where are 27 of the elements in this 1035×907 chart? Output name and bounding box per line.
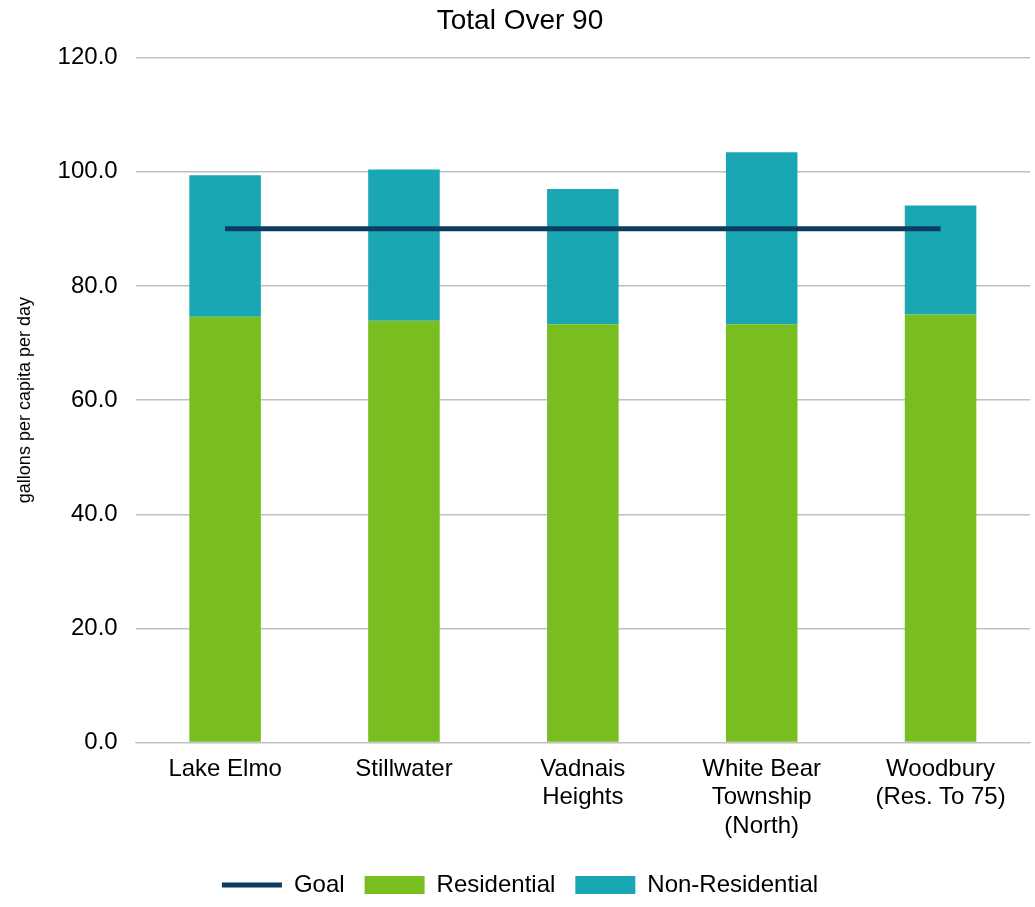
y-tick-label: 60.0	[70, 384, 118, 412]
x-tick-label: White Bear Township (North)	[702, 753, 822, 839]
bar	[904, 314, 977, 742]
legend-label: Goal	[293, 869, 345, 897]
y-tick-label: 100.0	[57, 156, 118, 184]
y-tick-label: 0.0	[84, 727, 118, 755]
legend-label: Non-Residential	[647, 869, 819, 897]
bar	[725, 324, 798, 742]
bar	[189, 175, 261, 317]
bar	[368, 320, 440, 742]
x-tick-label: Lake Elmo	[168, 753, 282, 781]
y-tick-label: 120.0	[57, 42, 118, 70]
x-tick-label: Woodbury (Res. To 75)	[875, 753, 1006, 810]
chart-title: Total Over 90	[436, 3, 604, 35]
bar	[725, 152, 798, 325]
legend-label: Residential	[436, 869, 556, 897]
bar	[904, 205, 977, 315]
y-axis-title: gallons per capita per day	[13, 297, 34, 504]
x-tick-label: Stillwater	[355, 753, 453, 781]
bar	[547, 188, 619, 325]
y-tick-label: 20.0	[70, 613, 118, 641]
y-tick-label: 80.0	[70, 270, 118, 298]
bar	[368, 169, 440, 321]
y-tick-label: 40.0	[70, 498, 118, 526]
bar	[547, 324, 619, 742]
bar	[189, 316, 261, 742]
x-tick-label: Vadnais Heights	[540, 753, 626, 810]
